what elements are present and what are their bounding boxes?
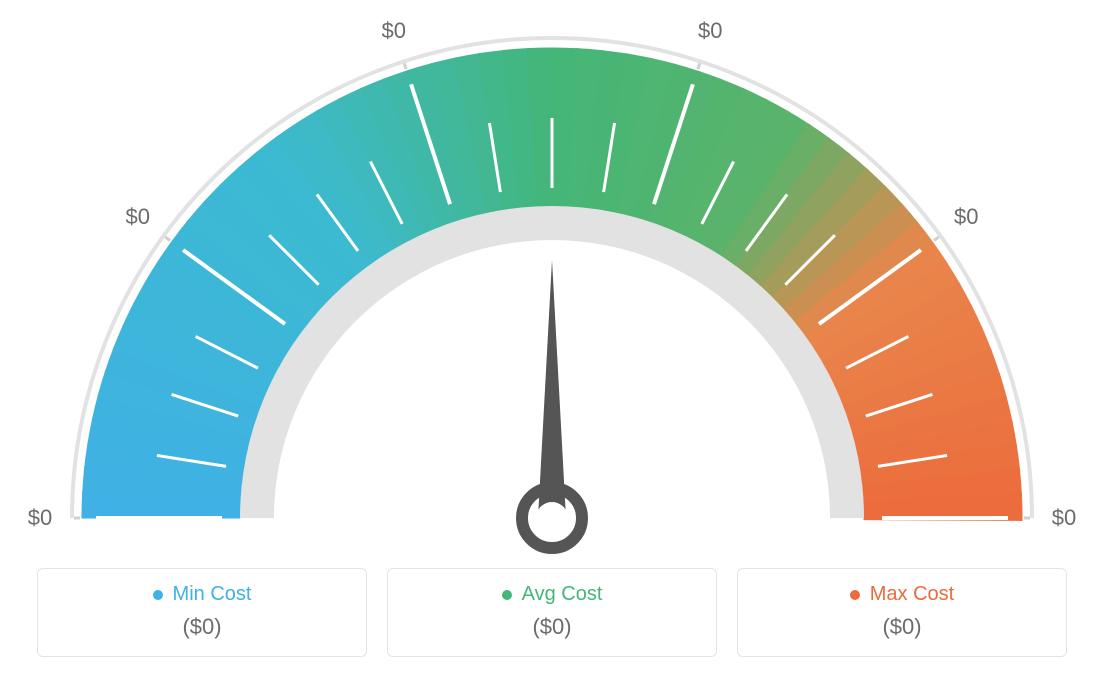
legend-label-min: Min Cost	[173, 583, 252, 606]
gauge-needle	[538, 260, 566, 518]
legend-dot-avg	[502, 590, 512, 600]
gauge-tick-label: $0	[1052, 505, 1076, 531]
gauge-tick-outer	[404, 63, 406, 69]
legend-row: Min Cost ($0) Avg Cost ($0) Max Cost ($0…	[0, 568, 1104, 657]
gauge-tick-label: $0	[28, 505, 52, 531]
legend-card-min: Min Cost ($0)	[37, 568, 367, 657]
legend-dot-max	[850, 590, 860, 600]
gauge-tick-label: $0	[954, 204, 978, 230]
gauge-tick-outer	[698, 63, 700, 69]
gauge-tick-outer	[934, 237, 939, 241]
legend-card-max: Max Cost ($0)	[737, 568, 1067, 657]
gauge-tick-outer	[165, 237, 170, 241]
legend-dot-min	[153, 590, 163, 600]
gauge-tick-label: $0	[382, 18, 406, 44]
legend-value-max: ($0)	[738, 614, 1066, 640]
legend-label-max: Max Cost	[870, 583, 954, 606]
legend-value-avg: ($0)	[388, 614, 716, 640]
gauge-tick-label: $0	[698, 18, 722, 44]
gauge-svg	[0, 0, 1104, 560]
legend-value-min: ($0)	[38, 614, 366, 640]
legend-title-avg: Avg Cost	[502, 583, 603, 606]
legend-card-avg: Avg Cost ($0)	[387, 568, 717, 657]
legend-label-avg: Avg Cost	[522, 583, 603, 606]
gauge-chart: $0 $0 $0 $0 $0 $0	[0, 0, 1104, 560]
gauge-needle-hub-inner	[536, 502, 568, 534]
legend-title-max: Max Cost	[850, 583, 954, 606]
legend-title-min: Min Cost	[153, 583, 252, 606]
gauge-tick-label: $0	[126, 204, 150, 230]
